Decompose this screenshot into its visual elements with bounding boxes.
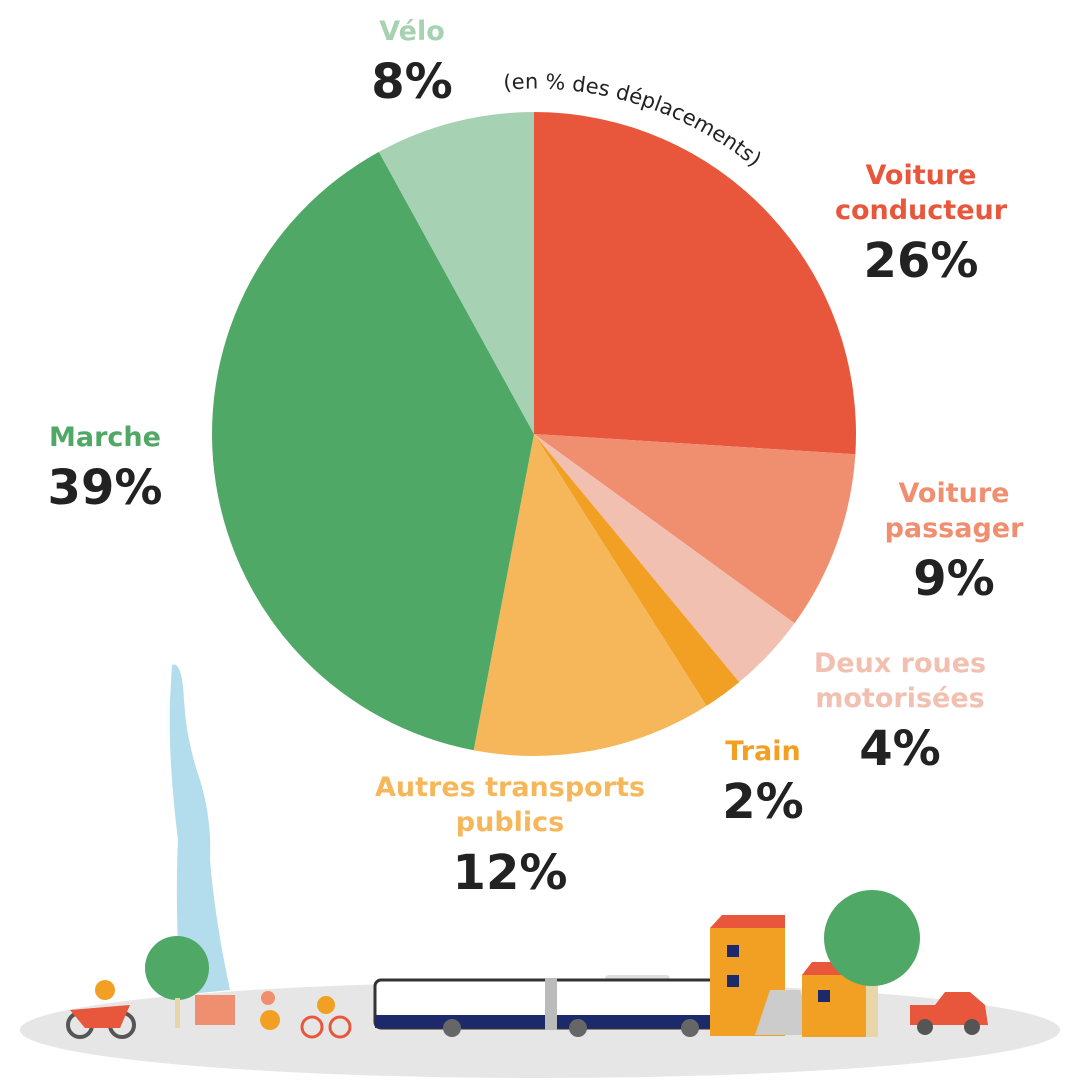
pedestrian <box>260 1010 280 1030</box>
slice-label: Deux roues motorisées 4% <box>800 646 1000 776</box>
pie-slice <box>534 434 856 624</box>
window <box>818 990 830 1002</box>
scenery <box>20 664 1060 1078</box>
window <box>727 975 739 987</box>
slice-label: Vélo 8% <box>312 14 512 109</box>
category-label: Voiture conducteur <box>834 160 1008 226</box>
value-label: 8% <box>371 54 453 110</box>
motorbike <box>70 1005 130 1028</box>
pie-slice <box>534 434 795 683</box>
category-label: Autres transports publics <box>374 772 646 838</box>
tram-wheel <box>443 1019 461 1037</box>
pie-slice <box>534 112 856 455</box>
tram-stripe <box>375 1015 750 1028</box>
slice-label: Voiture passager 9% <box>854 476 1054 606</box>
category-label: Vélo <box>379 16 445 47</box>
category-label: Marche <box>49 422 161 453</box>
cyclist <box>317 996 335 1014</box>
value-label: 4% <box>859 721 941 777</box>
bike-wheel <box>328 1015 352 1039</box>
building <box>802 975 867 1037</box>
pie-slice <box>212 151 534 751</box>
pie <box>212 112 856 757</box>
trunk <box>175 998 180 1028</box>
slice-label: Train 2% <box>703 734 823 829</box>
value-label: 39% <box>47 460 163 516</box>
tree <box>145 936 209 1000</box>
category-label: Deux roues motorisées <box>813 648 987 714</box>
car-wheel <box>917 1019 933 1035</box>
value-label: 12% <box>452 845 568 901</box>
bike-wheel <box>300 1015 324 1039</box>
tree <box>824 890 920 986</box>
car <box>910 992 988 1025</box>
trunk <box>866 975 878 1037</box>
value-label: 26% <box>863 233 979 289</box>
slice-label: Marche 39% <box>5 420 205 515</box>
reader <box>195 995 235 1025</box>
category-label: Voiture passager <box>884 478 1024 544</box>
car-wheel <box>964 1019 980 1035</box>
tram-wheel <box>569 1019 587 1037</box>
tram-wheel <box>681 1019 699 1037</box>
value-label: 9% <box>913 551 995 607</box>
pie-slice <box>473 434 707 757</box>
rider <box>95 980 115 1000</box>
tram-joint <box>545 978 557 1030</box>
slice-label: Voiture conducteur 26% <box>821 158 1021 288</box>
value-label: 2% <box>722 774 804 830</box>
roof <box>710 915 785 928</box>
window <box>727 945 739 957</box>
pie-slice <box>534 434 740 706</box>
pie-slice <box>378 112 534 434</box>
rock <box>755 990 815 1035</box>
category-label: Train <box>725 736 801 767</box>
slice-label: Autres transports publics 12% <box>360 770 660 900</box>
pedestrian-head <box>261 991 275 1005</box>
water-jet <box>169 664 230 995</box>
